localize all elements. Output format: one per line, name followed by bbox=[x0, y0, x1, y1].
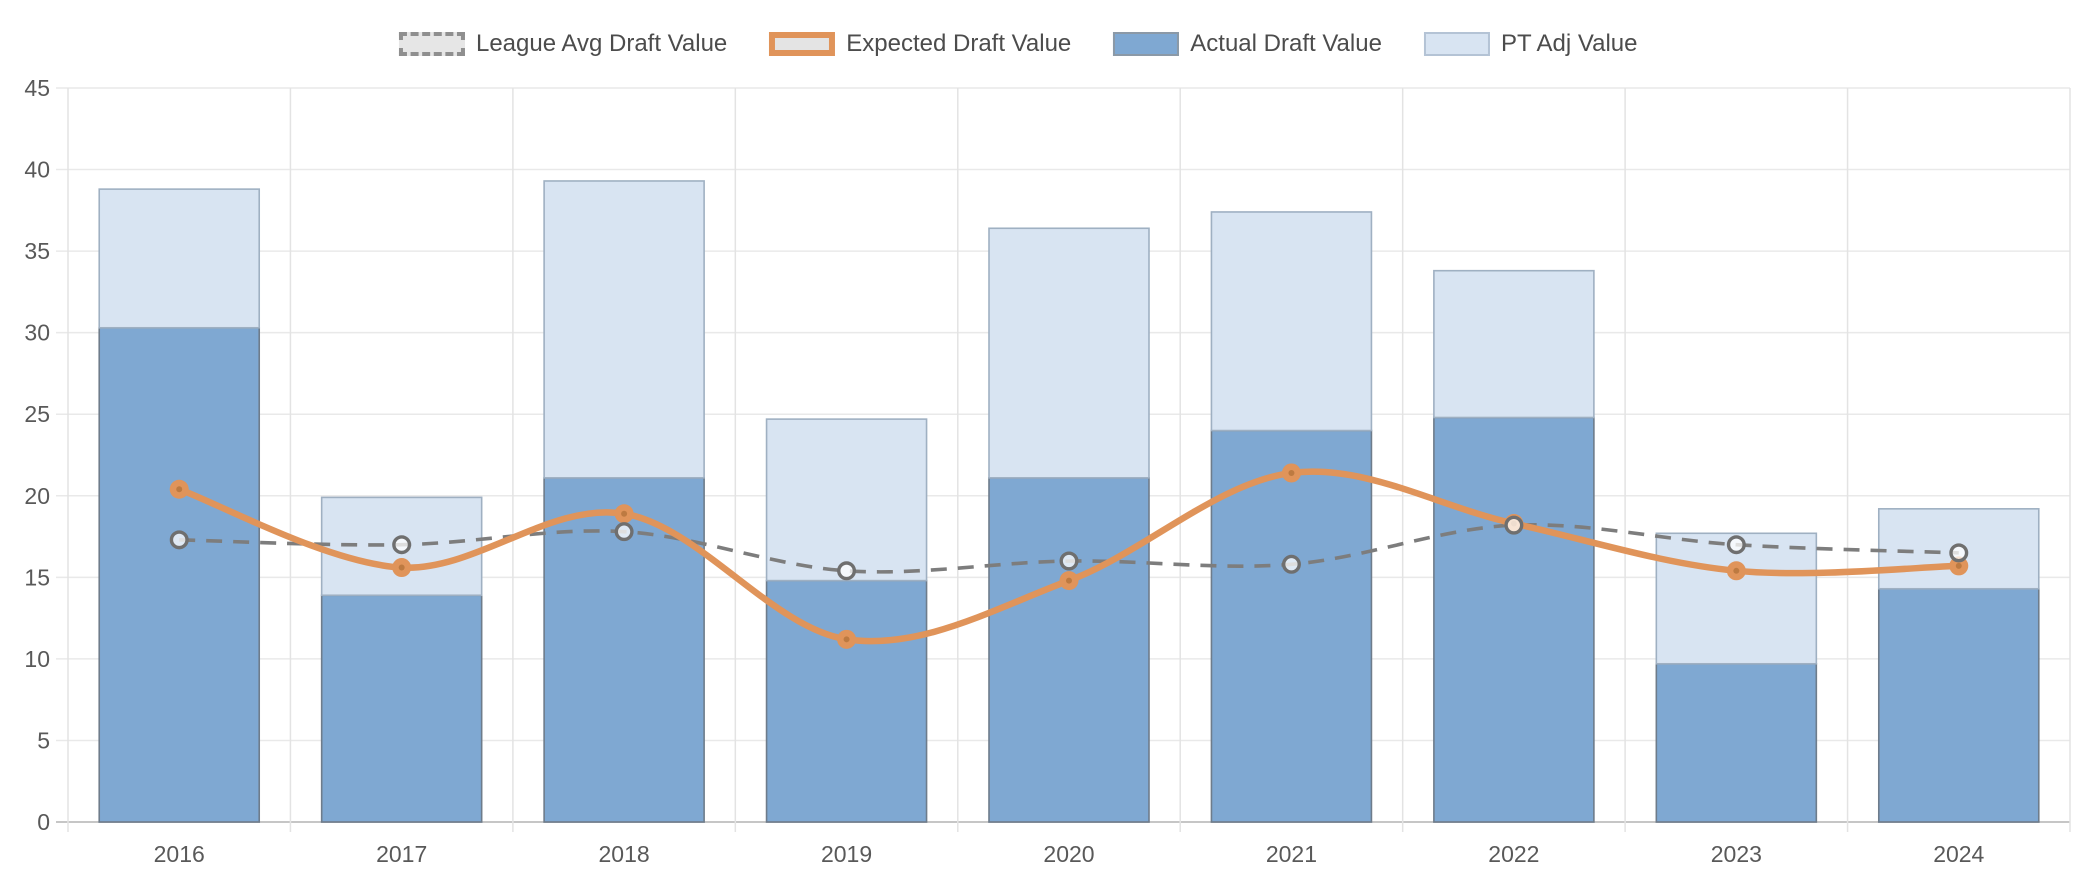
point-league-avg-2016[interactable] bbox=[169, 530, 189, 550]
bar-pt-adj-value-2016[interactable] bbox=[98, 188, 261, 329]
bar-pt-adj-value-2023[interactable] bbox=[1655, 532, 1818, 665]
bar-actual-draft-value-2016[interactable] bbox=[98, 326, 261, 823]
point-league-avg-2021[interactable] bbox=[1281, 554, 1301, 574]
x-axis-tick-label-2019: 2019 bbox=[821, 841, 872, 867]
legend-item-league-avg-draft-value[interactable]: League Avg Draft Value bbox=[398, 30, 728, 58]
legend-label: Actual Draft Value bbox=[1190, 30, 1382, 57]
point-expected-center-2018 bbox=[621, 510, 628, 517]
x-axis-tick-label-2023: 2023 bbox=[1711, 841, 1762, 867]
bar-pt-adj-value-2021[interactable] bbox=[1210, 211, 1373, 432]
point-league-avg-2020[interactable] bbox=[1059, 551, 1079, 571]
x-axis-tick-label-2020: 2020 bbox=[1043, 841, 1094, 867]
y-axis-tick-label: 0 bbox=[37, 809, 50, 835]
point-expected-center-2016 bbox=[176, 486, 183, 493]
point-expected-center-2021 bbox=[1288, 469, 1295, 476]
point-league-avg-2024[interactable] bbox=[1949, 543, 1969, 563]
actual-swatch-icon bbox=[1113, 32, 1180, 56]
point-league-avg-2019[interactable] bbox=[837, 561, 857, 581]
point-league-avg-2023[interactable] bbox=[1726, 535, 1746, 555]
point-expected-center-2023 bbox=[1733, 567, 1740, 574]
legend-item-pt-adj-value[interactable]: PT Adj Value bbox=[1423, 30, 1638, 58]
y-axis-tick-label: 10 bbox=[24, 646, 50, 672]
bar-actual-draft-value-2020[interactable] bbox=[988, 477, 1150, 823]
y-axis-tick-label: 35 bbox=[24, 238, 50, 264]
x-axis-tick-label-2024: 2024 bbox=[1933, 841, 1984, 867]
y-axis-tick-label: 20 bbox=[24, 483, 50, 509]
point-expected-center-2019 bbox=[843, 636, 850, 643]
bar-pt-adj-value-2018[interactable] bbox=[543, 180, 705, 479]
y-axis-tick-label: 30 bbox=[24, 320, 50, 346]
y-axis-tick-label: 40 bbox=[24, 157, 50, 183]
point-league-avg-2018[interactable] bbox=[614, 522, 634, 542]
bar-pt-adj-value-2022[interactable] bbox=[1433, 269, 1595, 419]
pt-adj-swatch-icon bbox=[1423, 32, 1490, 56]
legend-label: League Avg Draft Value bbox=[475, 30, 728, 57]
point-expected-center-2020 bbox=[1066, 577, 1072, 584]
bar-actual-draft-value-2017[interactable] bbox=[320, 594, 483, 823]
point-league-avg-2022[interactable] bbox=[1504, 515, 1524, 535]
y-axis-tick-label: 25 bbox=[24, 401, 50, 427]
bar-actual-draft-value-2021[interactable] bbox=[1210, 429, 1373, 823]
y-axis-tick-label: 5 bbox=[37, 727, 50, 753]
y-axis-tick-label: 15 bbox=[24, 564, 50, 590]
legend-label: PT Adj Value bbox=[1500, 30, 1638, 57]
x-axis-tick-label-2021: 2021 bbox=[1266, 841, 1317, 867]
y-axis-tick-label: 45 bbox=[24, 75, 50, 101]
bar-pt-adj-value-2020[interactable] bbox=[988, 227, 1150, 479]
legend-label: Expected Draft Value bbox=[846, 30, 1072, 57]
chart-legend: League Avg Draft Value Expected Draft Va… bbox=[398, 30, 1638, 58]
bar-actual-draft-value-2023[interactable] bbox=[1655, 662, 1818, 823]
x-axis-tick-label-2018: 2018 bbox=[599, 841, 650, 867]
bar-pt-adj-value-2019[interactable] bbox=[765, 418, 928, 582]
point-expected-center-2024 bbox=[1955, 562, 1962, 569]
league-avg-swatch-icon bbox=[398, 32, 465, 56]
bar-actual-draft-value-2022[interactable] bbox=[1433, 416, 1595, 823]
x-axis-tick-label-2017: 2017 bbox=[376, 841, 427, 867]
x-axis-tick-label-2022: 2022 bbox=[1488, 841, 1539, 867]
point-expected-center-2017 bbox=[398, 564, 405, 571]
expected-swatch-icon bbox=[769, 32, 836, 56]
legend-item-expected-draft-value[interactable]: Expected Draft Value bbox=[769, 30, 1071, 58]
bar-actual-draft-value-2024[interactable] bbox=[1877, 587, 2040, 823]
point-league-avg-2017[interactable] bbox=[392, 535, 412, 555]
legend-item-actual-draft-value[interactable]: Actual Draft Value bbox=[1113, 30, 1382, 58]
x-axis-tick-label-2016: 2016 bbox=[154, 841, 205, 867]
